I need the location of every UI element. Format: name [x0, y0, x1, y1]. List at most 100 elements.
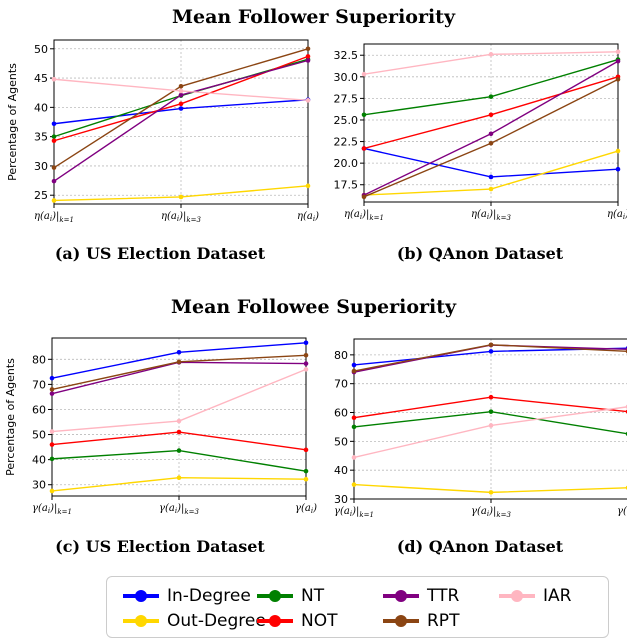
- x-tick-label: η(ai)|k=3: [161, 211, 201, 224]
- y-tick-label: 70: [334, 378, 348, 391]
- caption-b: (b) QAnon Dataset: [396, 244, 564, 263]
- x-tick-label: η(ai)|k=1: [34, 211, 74, 224]
- data-point-out-degree: [488, 186, 494, 192]
- y-tick-label: 20.0: [334, 157, 359, 170]
- caption-d: (d) QAnon Dataset: [396, 537, 564, 556]
- data-point-rpt: [351, 368, 357, 374]
- data-point-rpt: [488, 342, 494, 348]
- data-point-iar: [361, 71, 367, 77]
- data-point-out-degree: [488, 490, 494, 495]
- data-point-in-degree: [49, 375, 55, 381]
- data-point-out-degree: [615, 148, 621, 154]
- y-tick-label: 17.5: [334, 179, 359, 192]
- data-point-iar: [178, 88, 184, 94]
- legend-swatch: [499, 583, 535, 609]
- y-tick-label: 30.0: [334, 71, 359, 84]
- data-point-ttr: [615, 58, 621, 64]
- x-tick-label: γ(ai)|k=3: [471, 506, 511, 519]
- data-point-iar: [49, 429, 55, 434]
- legend-label: NOT: [301, 611, 338, 631]
- y-tick-label: 50: [34, 43, 48, 56]
- series-line-not: [353, 396, 627, 419]
- data-point-rpt: [178, 83, 184, 89]
- x-tick-label: η(ai): [607, 209, 627, 221]
- data-point-iar: [51, 76, 57, 82]
- legend-item-out-degree: Out-Degree: [123, 608, 266, 634]
- legend-label: Out-Degree: [167, 611, 266, 631]
- data-point-in-degree: [615, 166, 621, 172]
- data-point-not: [488, 394, 494, 400]
- y-tick-label: 80: [334, 349, 348, 362]
- follower-section-title: Mean Follower Superiority: [171, 6, 455, 28]
- legend-label: NT: [301, 586, 325, 606]
- legend-item-nt: NT: [257, 583, 324, 609]
- data-point-not: [351, 415, 357, 421]
- caption-a: (a) US Election Dataset: [54, 244, 266, 263]
- series-line-rpt: [353, 344, 627, 372]
- y-axis-label: Percentage of Agents: [4, 358, 17, 476]
- data-point-rpt: [303, 353, 309, 358]
- legend-swatch: [257, 583, 293, 609]
- y-tick-label: 50: [334, 435, 348, 448]
- series-line-iar: [353, 406, 627, 459]
- data-point-out-degree: [305, 183, 311, 189]
- y-tick-label: 60: [32, 403, 46, 416]
- data-point-rpt: [615, 77, 621, 82]
- data-point-out-degree: [176, 475, 182, 480]
- data-point-ttr: [49, 391, 55, 396]
- y-tick-label: 30: [32, 479, 46, 492]
- x-tick-label: γ(ai)|k=1: [32, 503, 72, 516]
- followee-section-title: Mean Followee Superiority: [170, 296, 457, 318]
- y-tick-label: 30: [34, 160, 48, 173]
- legend-item-in-degree: In-Degree: [123, 583, 251, 609]
- y-tick-label: 22.5: [334, 136, 359, 149]
- data-point-ttr: [51, 178, 57, 184]
- data-point-nt: [51, 134, 57, 139]
- legend-label: IAR: [543, 586, 572, 606]
- series-line-nt: [51, 449, 307, 472]
- data-point-in-degree: [351, 362, 357, 368]
- data-point-nt: [488, 94, 494, 99]
- data-point-iar: [488, 423, 494, 428]
- data-point-out-degree: [351, 482, 357, 487]
- caption-c: (c) US Election Dataset: [55, 537, 265, 556]
- data-point-ttr: [305, 58, 311, 63]
- data-point-rpt: [49, 387, 55, 392]
- data-point-out-degree: [178, 194, 184, 200]
- data-point-in-degree: [176, 349, 182, 355]
- legend-swatch: [123, 583, 159, 609]
- x-tick-label: η(ai)|k=3: [471, 209, 511, 222]
- data-point-in-degree: [488, 174, 494, 180]
- data-point-not: [488, 112, 494, 118]
- x-tick-label: η(ai): [297, 211, 319, 223]
- data-point-rpt: [305, 46, 311, 52]
- legend: In-Degree NT TTR IAR Out-Degree NOT RPT: [106, 576, 609, 638]
- y-tick-label: 25.0: [334, 114, 359, 127]
- y-tick-label: 40: [34, 101, 48, 114]
- legend-item-rpt: RPT: [383, 608, 459, 634]
- y-axis-label: Percentage of Agents: [6, 63, 19, 181]
- data-point-not: [178, 101, 184, 107]
- data-point-iar: [351, 455, 357, 460]
- y-tick-label: 32.5: [334, 49, 359, 62]
- data-point-not: [361, 146, 367, 151]
- legend-label: In-Degree: [167, 586, 251, 606]
- data-point-iar: [176, 418, 182, 424]
- y-tick-label: 25: [34, 189, 48, 202]
- data-point-out-degree: [49, 488, 55, 494]
- y-tick-label: 40: [32, 454, 46, 467]
- data-point-rpt: [361, 194, 367, 200]
- data-point-iar: [615, 49, 621, 55]
- data-point-in-degree: [51, 121, 57, 127]
- data-point-rpt: [51, 165, 57, 170]
- data-point-ttr: [303, 361, 309, 366]
- data-point-nt: [361, 112, 367, 118]
- data-point-nt: [351, 424, 357, 430]
- y-tick-label: 35: [34, 131, 48, 144]
- data-point-not: [49, 442, 55, 447]
- charts-canvas: 25 30 35 40 45 50 η(ai)|k=1 η(ai)|k=3 η(ai) Perce…: [4, 39, 627, 519]
- data-point-not: [176, 429, 182, 435]
- data-point-not: [305, 54, 311, 59]
- legend-swatch: [383, 608, 419, 634]
- legend-swatch: [257, 608, 293, 634]
